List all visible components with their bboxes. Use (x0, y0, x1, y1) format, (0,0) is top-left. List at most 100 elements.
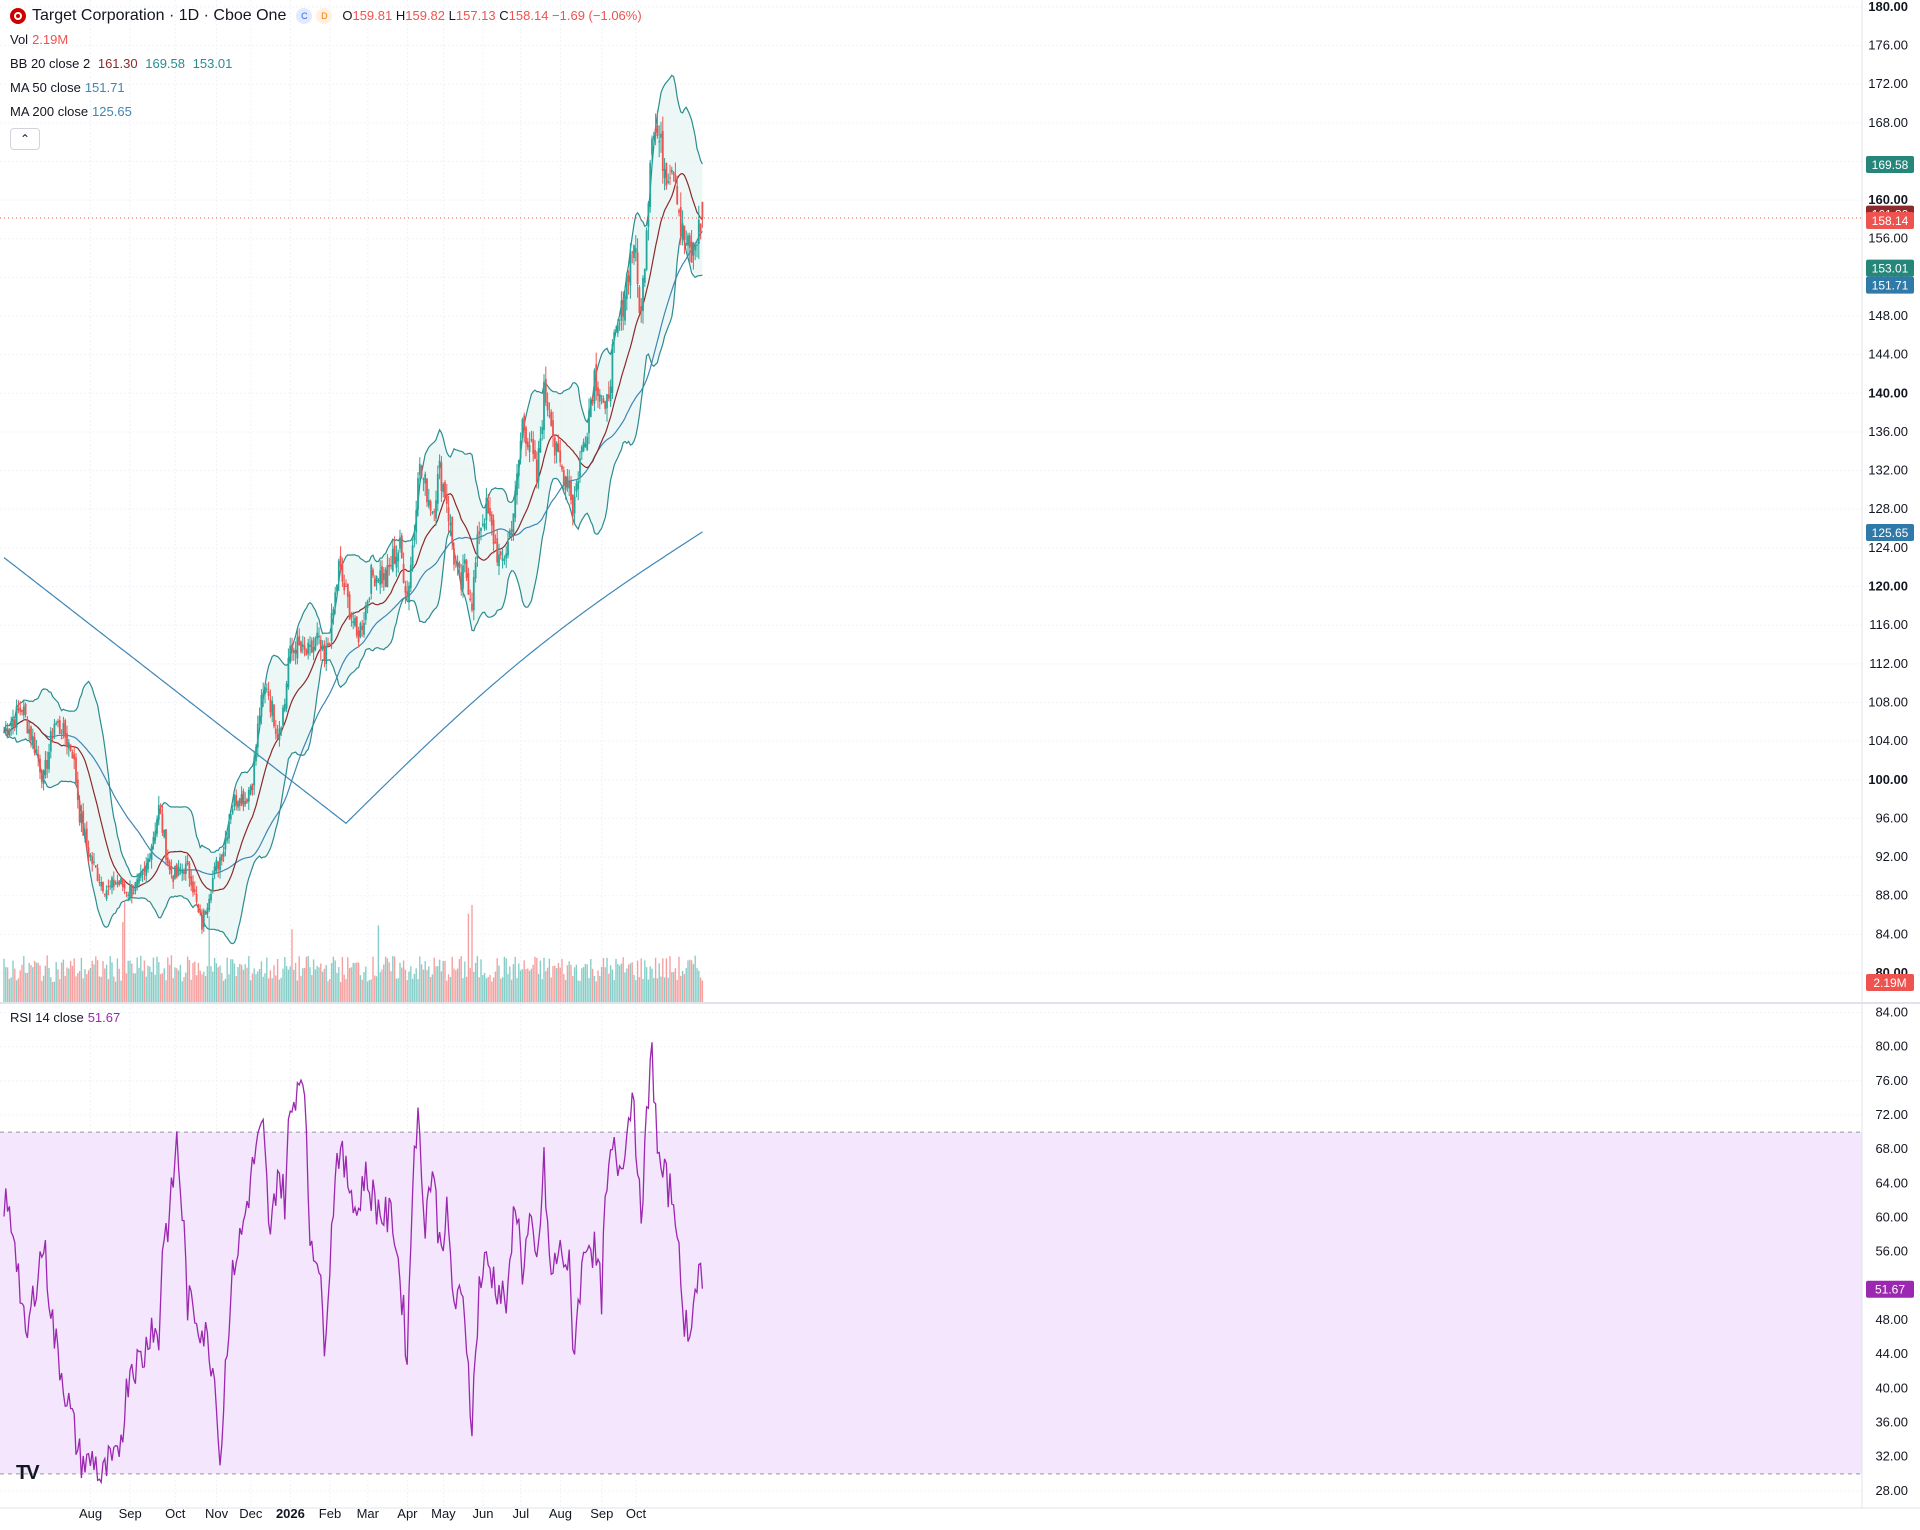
volume-bar (467, 913, 470, 1002)
volume-bar (638, 977, 641, 1002)
symbol-title[interactable]: Target Corporation · 1D · Cboe One (32, 7, 287, 24)
legend-ma200[interactable]: MA 200 close 125.65 (10, 104, 132, 119)
volume-bar (698, 970, 700, 1002)
candle-body (127, 894, 130, 897)
volume-bar (311, 975, 313, 1002)
volume-bar (255, 974, 257, 1002)
candle-body (606, 394, 608, 409)
volume-bar (534, 956, 536, 1002)
candle-body (229, 814, 232, 820)
candle-body (278, 728, 281, 741)
time-tick-label: Dec (239, 1506, 263, 1521)
collapse-legend-button[interactable]: ⌃ (10, 128, 40, 150)
candle-body (685, 242, 688, 245)
legend-volume[interactable]: Vol 2.19M (10, 32, 69, 47)
candle-body (134, 882, 137, 892)
volume-bar (86, 974, 88, 1002)
candle-body (213, 866, 216, 875)
candle-body (550, 411, 553, 426)
candle-body (507, 541, 509, 556)
volume-bar (483, 973, 486, 1002)
volume-bar (300, 975, 302, 1002)
legend-ma50[interactable]: MA 50 close 151.71 (10, 80, 125, 95)
volume-bar (82, 978, 84, 1002)
legend-rsi[interactable]: RSI 14 close 51.67 (10, 1010, 121, 1025)
bollinger-upper-line (3, 74, 703, 878)
volume-bar (501, 977, 504, 1002)
candle-body (80, 813, 83, 824)
badge-c-icon[interactable]: C (296, 8, 313, 24)
volume-bar (206, 966, 209, 1002)
volume-bar (543, 957, 545, 1002)
candle-body (118, 880, 121, 885)
legend-bollinger[interactable]: BB 20 close 2 161.30 169.58 153.01 (10, 56, 233, 71)
candle-body (634, 248, 637, 253)
volume-bar (338, 967, 340, 1002)
candle-body (150, 846, 153, 860)
tradingview-logo-icon[interactable]: TV (16, 1462, 40, 1484)
candle-body (105, 890, 108, 899)
volume-bar (494, 971, 497, 1002)
price-tick-label: 84.00 (1875, 926, 1908, 941)
volume-tag: 2.19M (1866, 974, 1914, 991)
candle-body (436, 473, 439, 504)
volume-bar (195, 975, 198, 1002)
volume-bar (366, 981, 369, 1002)
candle-body (84, 831, 86, 839)
volume-bar (118, 968, 120, 1002)
volume-bar (334, 960, 336, 1002)
volume-bar (143, 960, 146, 1002)
candle-body (379, 570, 382, 585)
volume-bar (642, 978, 644, 1002)
candle-body (382, 573, 385, 581)
candle-body (197, 904, 200, 913)
volume-bar (579, 980, 581, 1002)
volume-bar (640, 958, 642, 1002)
volume-bar (678, 956, 680, 1002)
volume-bar (100, 976, 102, 1002)
volume-bar (674, 968, 677, 1002)
volume-bar (627, 964, 630, 1002)
candle-body (399, 537, 401, 549)
volume-bar (114, 981, 117, 1002)
candle-body (386, 565, 389, 588)
candle-body (656, 125, 659, 137)
candle-body (6, 728, 9, 736)
badge-d-icon[interactable]: D (316, 8, 333, 24)
candle-body (307, 642, 310, 654)
volume-bar (242, 969, 245, 1002)
volume-bar (541, 979, 543, 1002)
volume-bar (393, 956, 396, 1002)
candle-body (57, 721, 59, 723)
volume-bar (361, 979, 363, 1002)
candle-body (609, 386, 612, 402)
volume-bar (624, 972, 626, 1002)
volume-bar (570, 964, 572, 1002)
candle-body (66, 733, 68, 746)
volume-bar (69, 960, 72, 1002)
candle-body (528, 445, 531, 452)
volume-bar (507, 973, 509, 1002)
price-tick-label: 148.00 (1868, 308, 1908, 323)
candle-body (660, 133, 662, 138)
rsi-tick-label: 72.00 (1875, 1107, 1908, 1122)
candle-body (102, 882, 104, 892)
candle-body (285, 683, 288, 709)
volume-bar (363, 972, 365, 1002)
time-tick-label: Apr (397, 1506, 418, 1521)
volume-bar (577, 980, 579, 1002)
volume-bar (518, 963, 520, 1002)
volume-bar (194, 961, 196, 1002)
rsi-tick-label: 48.00 (1875, 1312, 1908, 1327)
candle-body (359, 623, 362, 637)
volume-bar (514, 956, 516, 1002)
candle-body (363, 622, 365, 635)
volume-bar (597, 970, 599, 1002)
candle-body (190, 876, 193, 886)
candle-body (370, 565, 373, 594)
candle-body (568, 480, 571, 489)
candle-body (674, 174, 677, 182)
candle-body (629, 253, 632, 286)
volume-bar (203, 971, 205, 1002)
